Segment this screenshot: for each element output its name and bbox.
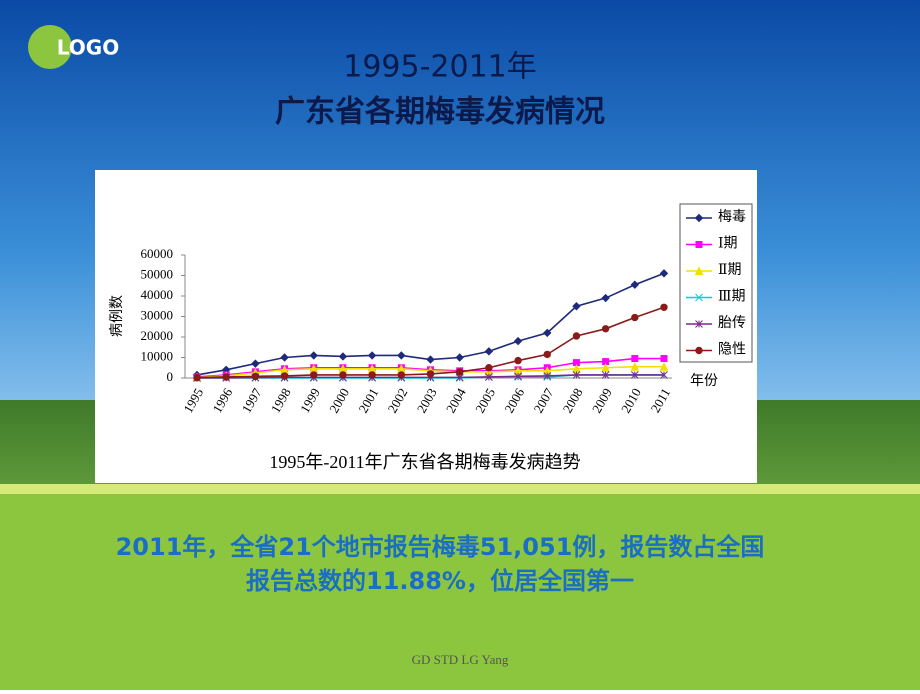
marker xyxy=(572,302,581,311)
marker xyxy=(659,362,669,371)
marker xyxy=(543,328,552,338)
legend-marker xyxy=(695,320,703,328)
logo: LOGO xyxy=(57,36,119,60)
marker xyxy=(631,313,639,322)
marker xyxy=(455,353,464,362)
y-axis-label: 病例数 xyxy=(109,295,125,337)
marker xyxy=(660,371,668,379)
marker xyxy=(631,355,639,363)
marker xyxy=(514,356,522,365)
marker xyxy=(251,372,260,381)
marker xyxy=(543,350,551,359)
marker xyxy=(339,371,347,379)
marker xyxy=(426,355,435,364)
marker xyxy=(572,332,581,340)
logo-circle xyxy=(28,25,72,69)
marker xyxy=(601,363,610,372)
legend-box xyxy=(679,203,753,363)
legend-label: 胎传 xyxy=(718,315,746,331)
marker xyxy=(601,325,610,333)
marker xyxy=(397,351,406,360)
legend-marker xyxy=(695,293,703,302)
marker xyxy=(660,303,668,311)
y-tick-label: 30000 xyxy=(141,307,174,322)
marker xyxy=(601,293,610,303)
marker xyxy=(543,372,552,380)
marker xyxy=(485,373,493,381)
chart-panel xyxy=(95,170,757,483)
slide-title: 广东省各期梅毒发病情况 xyxy=(275,95,605,130)
marker xyxy=(660,355,668,363)
marker xyxy=(630,362,640,371)
legend-label: 隐性 xyxy=(718,342,746,358)
marker xyxy=(630,280,640,289)
marker xyxy=(251,359,260,368)
legend-marker xyxy=(694,266,704,275)
marker xyxy=(338,352,348,361)
marker xyxy=(367,351,377,360)
legend-marker xyxy=(694,213,704,223)
marker xyxy=(426,370,435,378)
marker xyxy=(455,368,464,376)
y-tick-label: 10000 xyxy=(141,348,174,363)
marker xyxy=(222,373,230,381)
marker xyxy=(484,347,494,356)
caption: 报告总数的11.88%，位居全国第一 xyxy=(246,567,634,595)
legend-label: Ⅱ期 xyxy=(718,262,742,278)
marker xyxy=(659,269,669,278)
marker xyxy=(514,372,522,381)
marker xyxy=(309,351,318,360)
marker xyxy=(310,371,318,379)
caption: 2011年，全省21个地市报告梅毒51,051例，报告数占全国 xyxy=(116,533,765,561)
y-tick-label: 0 xyxy=(167,369,174,384)
marker xyxy=(601,371,610,379)
x-axis-label: 年份 xyxy=(690,373,718,389)
marker xyxy=(193,373,201,382)
marker xyxy=(280,372,289,380)
y-tick-label: 40000 xyxy=(141,287,174,302)
legend-label: Ⅲ期 xyxy=(718,289,746,305)
chart-title: 1995年-2011年广东省各期梅毒发病趋势 xyxy=(269,452,580,472)
marker xyxy=(630,371,639,379)
y-tick-label: 50000 xyxy=(141,266,174,281)
footer: GD STD LG Yang xyxy=(412,652,509,667)
marker xyxy=(485,364,493,372)
slide-title: 1995-2011年 xyxy=(343,50,537,85)
legend-marker xyxy=(695,241,703,248)
marker xyxy=(397,371,406,379)
marker xyxy=(368,371,376,379)
marker xyxy=(280,353,289,362)
legend-label: Ⅰ期 xyxy=(718,236,738,252)
legend-label: 梅毒 xyxy=(718,209,746,225)
legend-marker xyxy=(695,346,703,355)
band xyxy=(0,484,920,494)
marker xyxy=(513,336,523,346)
y-tick-label: 20000 xyxy=(141,328,174,343)
lower-panel xyxy=(0,494,920,690)
y-tick-label: 60000 xyxy=(141,246,174,261)
marker xyxy=(572,371,581,379)
